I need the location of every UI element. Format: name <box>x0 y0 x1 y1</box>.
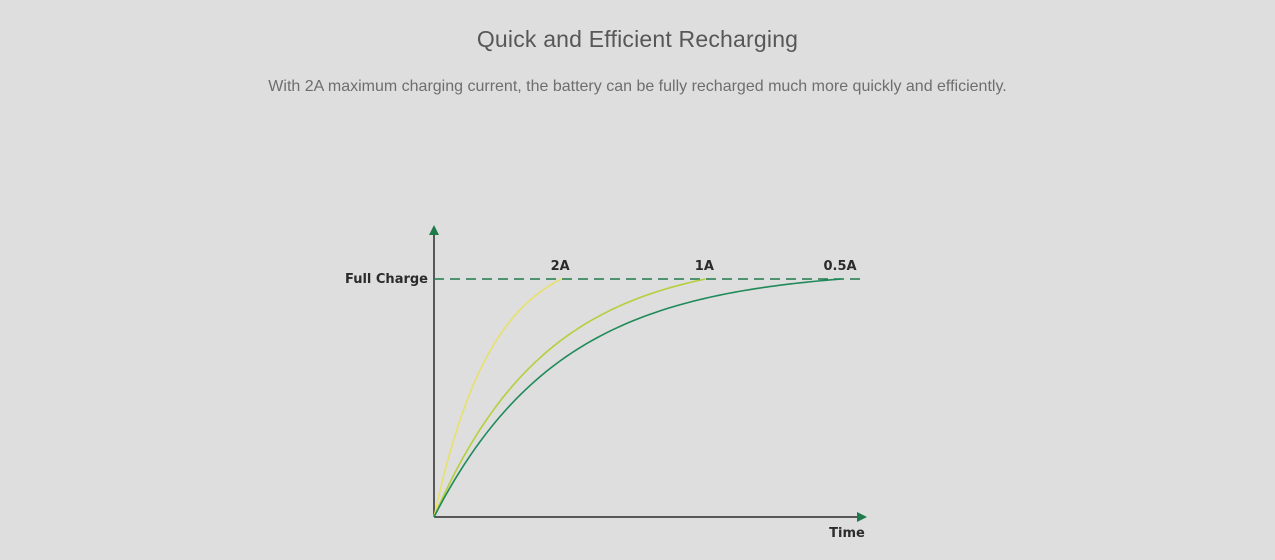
series-line-1a <box>433 278 706 518</box>
page-subtitle: With 2A maximum charging current, the ba… <box>268 78 1007 95</box>
series-line-2a <box>433 278 562 518</box>
series-label-1a: 1A <box>695 259 714 274</box>
page-title: Quick and Efficient Recharging <box>476 26 799 52</box>
full-charge-label: Full Charge <box>345 272 428 287</box>
x-axis-arrow-icon <box>857 512 867 522</box>
x-axis-label: Time <box>829 526 865 541</box>
series-line-0-5a <box>433 278 842 518</box>
y-axis-arrow-icon <box>429 225 439 235</box>
series-label-2a: 2A <box>551 259 570 274</box>
series-label-0-5a: 0.5A <box>823 259 856 274</box>
